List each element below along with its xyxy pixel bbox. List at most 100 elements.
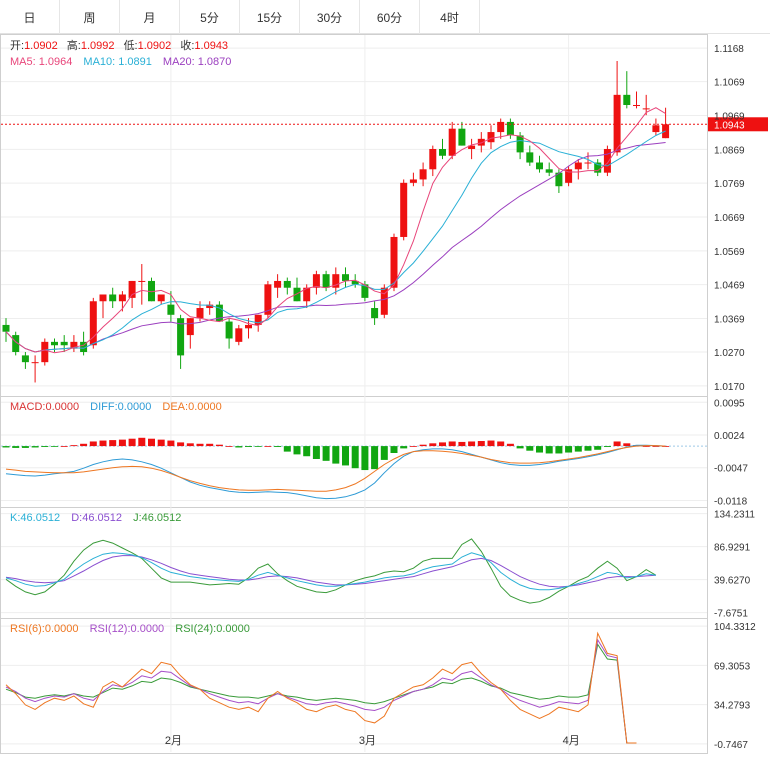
- tab-week[interactable]: 周: [60, 0, 120, 34]
- candle-body: [487, 132, 495, 143]
- macd-bar: [439, 442, 446, 447]
- price-tick-label: 1.0270: [714, 348, 745, 359]
- macd-bar: [303, 446, 311, 457]
- rsi-info: RSI(6):0.0000 RSI(12):0.0000 RSI(24):0.0…: [10, 623, 250, 635]
- macd-bar: [51, 446, 58, 447]
- price-tick-label: 1.0669: [714, 213, 745, 224]
- price-tick-label: 1.0869: [714, 145, 745, 156]
- candle-body: [51, 341, 58, 346]
- macd-tick-label: -0.0118: [714, 496, 748, 507]
- candle-body: [652, 125, 660, 133]
- macd-bar: [468, 441, 476, 447]
- macd-bar: [458, 441, 466, 447]
- macd-series: [1, 437, 707, 500]
- candle-body: [312, 274, 320, 288]
- macd-bar: [138, 437, 146, 447]
- macd-bar: [409, 446, 417, 447]
- tab-4hour[interactable]: 4时: [420, 0, 480, 34]
- candle-body: [80, 341, 88, 353]
- macd-bar: [60, 446, 68, 447]
- tab-month[interactable]: 月: [120, 0, 180, 34]
- diff-line: [5, 444, 666, 500]
- candle-body: [109, 294, 117, 302]
- grid-lines: [1, 35, 707, 752]
- candle-body: [157, 294, 165, 302]
- macd-info: MACD:0.0000 DIFF:0.0000 DEA:0.0000: [10, 401, 222, 413]
- macd-bar: [235, 446, 243, 448]
- macd-bar: [177, 442, 185, 447]
- macd-bar: [283, 446, 291, 452]
- price-tick-label: 1.0769: [714, 179, 745, 190]
- macd-bar: [89, 441, 97, 447]
- macd-bar: [613, 441, 621, 447]
- macd-bar: [662, 446, 670, 447]
- macd-bar: [157, 439, 165, 447]
- macd-bar: [545, 446, 553, 454]
- macd-tick-label: 0.0095: [714, 398, 745, 409]
- macd-bar: [70, 445, 78, 447]
- macd-bar: [41, 446, 49, 448]
- chart-svg[interactable]: 1.0943 1.1168 1.1069 1.0969 1.0869 1.0769 1.0…: [0, 34, 770, 755]
- candle-body: [21, 355, 29, 363]
- macd-bar: [497, 441, 505, 447]
- macd-bar: [148, 438, 155, 447]
- rsi-panel-frame: [0, 618, 708, 754]
- macd-bar: [254, 446, 262, 447]
- macd-bar: [293, 446, 301, 455]
- macd-bar: [526, 446, 534, 451]
- tab-60min[interactable]: 60分: [360, 0, 420, 34]
- price-tick-label: 1.0469: [714, 281, 745, 292]
- price-tick-label: 1.0969: [714, 111, 745, 122]
- macd-bar: [351, 446, 359, 469]
- candle-body: [603, 148, 611, 173]
- ma-info: MA5: 1.0964 MA10: 1.0891 MA20: 1.0870: [10, 56, 231, 68]
- macd-bar: [167, 440, 175, 447]
- macd-bar: [322, 446, 330, 461]
- macd-bar: [274, 446, 282, 448]
- candle-body: [196, 308, 204, 319]
- candle-body: [118, 294, 126, 302]
- macd-bar: [584, 446, 592, 451]
- candle-body: [419, 169, 427, 180]
- k-line: [5, 552, 656, 591]
- candle-body: [41, 341, 49, 363]
- candle-body: [138, 280, 146, 282]
- macd-bar: [332, 446, 340, 464]
- price-panel-frame: [0, 34, 708, 397]
- candle-body: [545, 169, 553, 173]
- candle-body: [12, 335, 20, 353]
- candle-body: [128, 280, 136, 298]
- current-price-label: 1.0943: [714, 120, 745, 131]
- candle-body: [477, 138, 485, 146]
- candle-body: [380, 287, 388, 315]
- macd-bar: [487, 440, 495, 447]
- macd-bar: [555, 446, 563, 454]
- macd-bar: [21, 446, 29, 448]
- tab-30min[interactable]: 30分: [300, 0, 360, 34]
- candle-body: [99, 294, 107, 302]
- candle-body: [70, 341, 78, 349]
- macd-bar: [371, 446, 379, 470]
- tab-15min[interactable]: 15分: [240, 0, 300, 34]
- candle-body: [283, 280, 291, 288]
- price-tick-label: 1.1168: [714, 44, 744, 55]
- macd-bar: [312, 446, 320, 459]
- candle-body: [497, 121, 505, 133]
- price-tick-label: 1.0170: [714, 382, 745, 393]
- macd-bar: [99, 440, 107, 447]
- candle-body: [31, 362, 39, 364]
- macd-bar: [206, 443, 214, 447]
- tab-day[interactable]: 日: [0, 0, 60, 34]
- macd-bar: [245, 446, 252, 448]
- chart-area[interactable]: 1.0943 1.1168 1.1069 1.0969 1.0869 1.0769 1.0…: [0, 34, 770, 755]
- x-month-label: 4月: [563, 735, 580, 747]
- kdj-tick-label: -7.6751: [714, 609, 748, 620]
- macd-bar: [31, 446, 39, 448]
- candle-body: [555, 172, 563, 187]
- macd-bar: [506, 443, 514, 447]
- macd-bar: [565, 446, 573, 453]
- tab-5min[interactable]: 5分: [180, 0, 240, 34]
- macd-bar: [2, 446, 10, 448]
- candle-body: [186, 318, 194, 336]
- macd-bar: [215, 444, 223, 447]
